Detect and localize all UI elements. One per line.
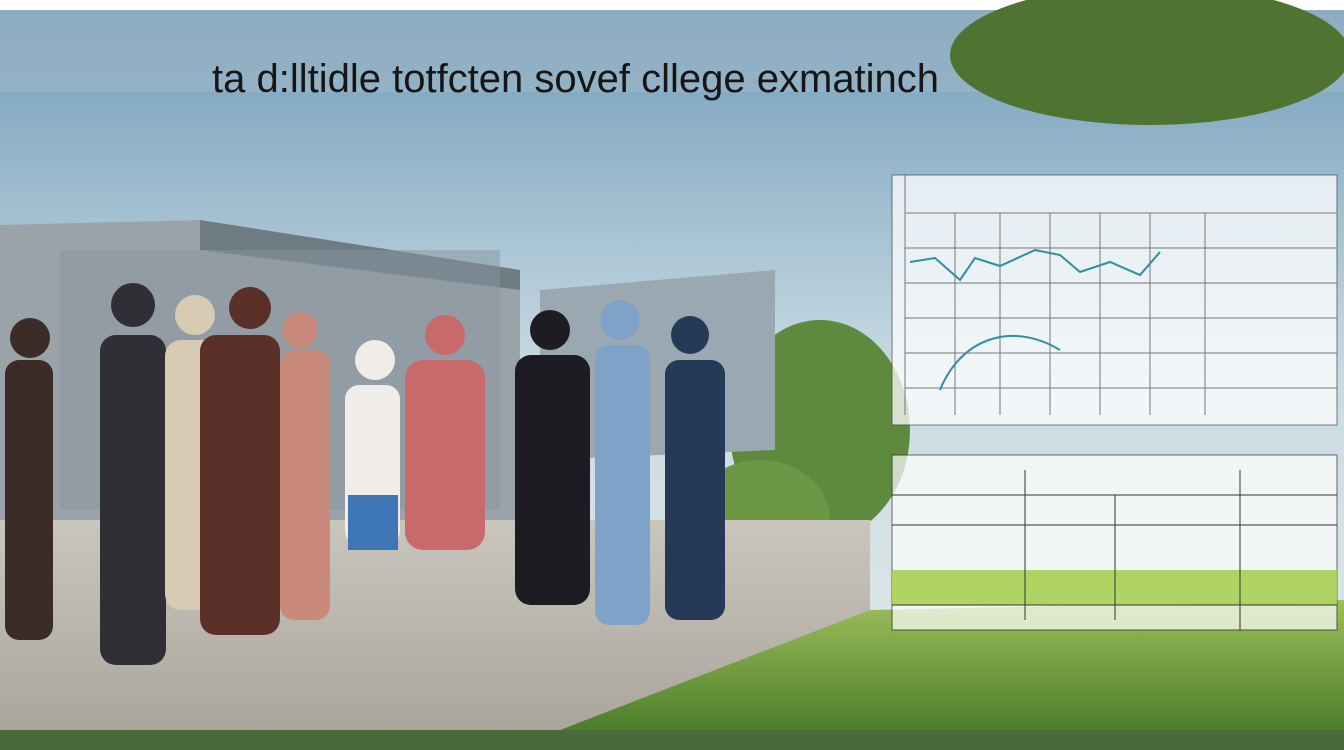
title: ta d:lltidle totfcten sovef cllege exmat… [212,57,939,101]
bottom-strip [0,730,1344,750]
lawn [560,600,1344,730]
chart-panel [891,174,1338,426]
table-panel [891,454,1338,631]
top-border [0,0,1344,10]
students [5,283,725,665]
